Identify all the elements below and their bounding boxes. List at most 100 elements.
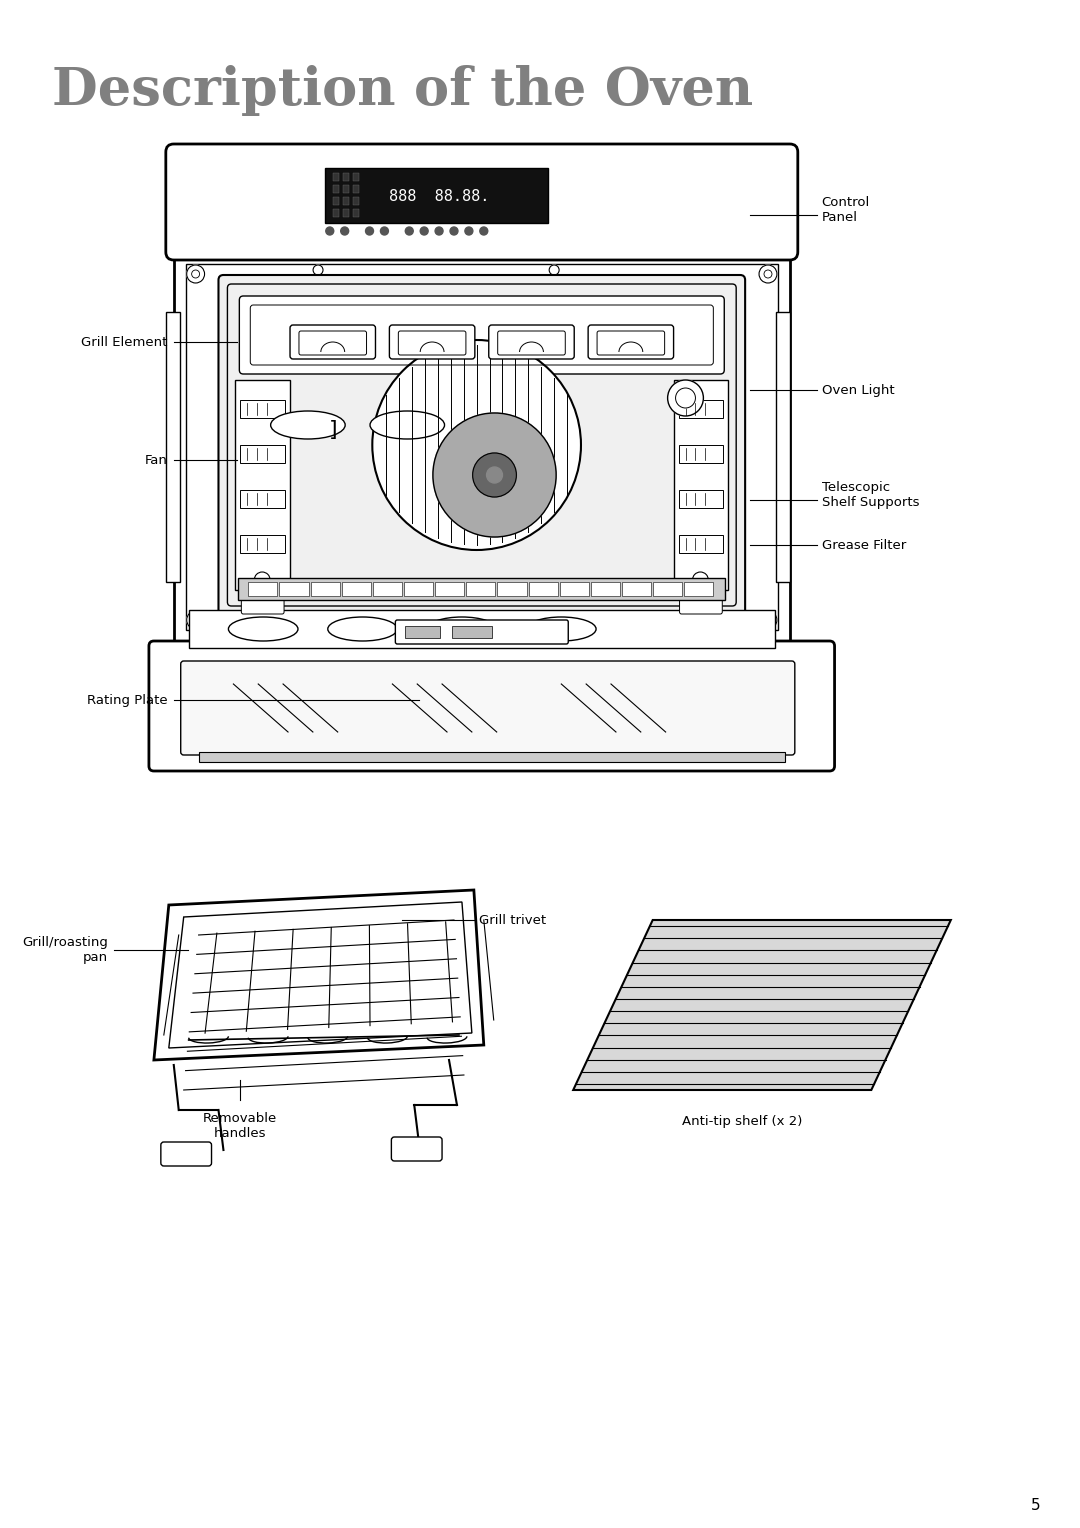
Text: Telescopic
Shelf Supports: Telescopic Shelf Supports <box>822 481 919 509</box>
Bar <box>653 582 683 596</box>
Ellipse shape <box>271 411 346 439</box>
Circle shape <box>365 228 374 235</box>
Circle shape <box>254 571 270 588</box>
FancyBboxPatch shape <box>149 642 835 772</box>
Bar <box>467 582 496 596</box>
Bar <box>678 490 724 507</box>
Bar <box>559 582 589 596</box>
Text: Grease Filter: Grease Filter <box>822 538 906 552</box>
Bar <box>678 445 724 463</box>
Circle shape <box>487 468 502 483</box>
Bar <box>528 582 557 596</box>
Bar <box>235 380 291 590</box>
Bar <box>405 626 440 639</box>
Text: Removable
handles: Removable handles <box>203 1112 278 1140</box>
FancyBboxPatch shape <box>218 275 745 614</box>
Circle shape <box>450 228 458 235</box>
Text: Grill Element: Grill Element <box>81 336 167 348</box>
Text: 5: 5 <box>1030 1497 1040 1513</box>
Bar <box>342 185 349 193</box>
Polygon shape <box>153 889 484 1060</box>
Bar <box>333 173 339 180</box>
Bar <box>189 610 775 648</box>
FancyBboxPatch shape <box>489 325 575 359</box>
Circle shape <box>473 452 516 497</box>
Bar <box>241 445 285 463</box>
Ellipse shape <box>527 617 596 642</box>
FancyBboxPatch shape <box>240 296 725 374</box>
Bar <box>591 582 620 596</box>
Circle shape <box>759 611 777 630</box>
Bar <box>174 252 789 642</box>
Bar <box>404 582 433 596</box>
Text: Description of the Oven: Description of the Oven <box>52 66 753 116</box>
Bar <box>775 312 789 582</box>
Circle shape <box>405 228 414 235</box>
Bar <box>353 209 359 217</box>
Polygon shape <box>573 920 950 1089</box>
Text: Rating Plate: Rating Plate <box>87 694 167 706</box>
Bar <box>166 312 179 582</box>
Bar <box>341 582 370 596</box>
Bar <box>685 582 713 596</box>
Bar <box>333 209 339 217</box>
Bar <box>241 535 285 553</box>
Bar <box>678 535 724 553</box>
FancyBboxPatch shape <box>391 1137 442 1161</box>
Circle shape <box>420 228 428 235</box>
Text: Grill/roasting
pan: Grill/roasting pan <box>23 937 108 964</box>
Circle shape <box>187 611 204 630</box>
Text: 888  88.88.: 888 88.88. <box>389 188 489 203</box>
FancyBboxPatch shape <box>589 325 674 359</box>
Circle shape <box>667 380 703 416</box>
Circle shape <box>676 388 696 408</box>
Bar <box>353 197 359 205</box>
Bar <box>186 264 778 630</box>
FancyBboxPatch shape <box>395 620 568 643</box>
Bar <box>239 578 726 601</box>
Bar <box>353 185 359 193</box>
Text: Grill trivet: Grill trivet <box>478 914 546 926</box>
Bar <box>333 185 339 193</box>
Circle shape <box>480 228 488 235</box>
Bar <box>622 582 651 596</box>
FancyBboxPatch shape <box>390 325 475 359</box>
Bar <box>333 197 339 205</box>
Bar <box>435 582 464 596</box>
Bar <box>342 197 349 205</box>
Circle shape <box>759 264 777 283</box>
Circle shape <box>692 571 708 588</box>
FancyBboxPatch shape <box>679 590 723 614</box>
Ellipse shape <box>328 617 397 642</box>
Text: ]: ] <box>328 420 337 440</box>
Text: Fan: Fan <box>145 454 167 466</box>
Bar <box>373 582 402 596</box>
Bar <box>453 626 491 639</box>
FancyBboxPatch shape <box>180 662 795 755</box>
Circle shape <box>549 264 559 275</box>
FancyBboxPatch shape <box>241 590 284 614</box>
Circle shape <box>373 341 581 550</box>
Bar <box>311 582 340 596</box>
Bar <box>674 380 728 590</box>
FancyBboxPatch shape <box>166 144 798 260</box>
Circle shape <box>433 413 556 536</box>
Bar <box>353 173 359 180</box>
Bar <box>325 168 549 223</box>
Bar <box>199 752 785 762</box>
Circle shape <box>187 264 204 283</box>
Bar <box>498 582 527 596</box>
Bar <box>241 490 285 507</box>
Circle shape <box>340 228 349 235</box>
Text: Oven Light: Oven Light <box>822 384 894 396</box>
Bar <box>342 209 349 217</box>
Ellipse shape <box>228 617 298 642</box>
Circle shape <box>326 228 334 235</box>
Circle shape <box>435 228 443 235</box>
Ellipse shape <box>428 617 497 642</box>
Bar <box>280 582 309 596</box>
Text: Anti-tip shelf (x 2): Anti-tip shelf (x 2) <box>681 1115 802 1128</box>
Circle shape <box>313 264 323 275</box>
FancyBboxPatch shape <box>161 1141 212 1166</box>
Bar <box>678 400 724 419</box>
